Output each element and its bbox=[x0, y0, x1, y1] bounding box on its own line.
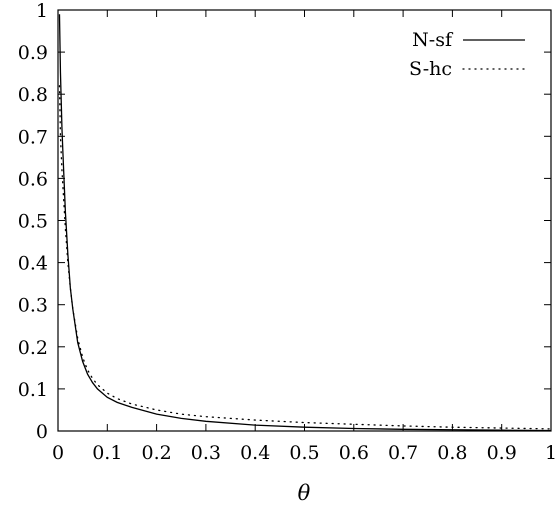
legend: N-sf S-hc bbox=[409, 29, 526, 80]
y-tick-label: 0.9 bbox=[18, 42, 48, 64]
x-tick-label: 0.4 bbox=[240, 442, 270, 464]
y-tick-label: 1 bbox=[36, 0, 48, 22]
legend-label: S-hc bbox=[409, 58, 452, 80]
y-tick-label: 0.2 bbox=[18, 337, 48, 359]
y-tick-label: 0.4 bbox=[18, 253, 48, 275]
y-tick-label: 0.5 bbox=[18, 211, 48, 233]
x-tick-label: 0.2 bbox=[141, 442, 171, 464]
x-tick-label: 0.8 bbox=[437, 442, 467, 464]
x-tick-label: 0.3 bbox=[191, 442, 221, 464]
x-tick-label: 0.6 bbox=[339, 442, 369, 464]
y-tick-label: 0.3 bbox=[18, 295, 48, 317]
legend-label: N-sf bbox=[412, 29, 454, 51]
series-line-s-hc bbox=[58, 85, 552, 430]
y-tick-label: 0.8 bbox=[18, 84, 48, 106]
y-tick-label: 0.1 bbox=[18, 379, 48, 401]
x-tick-label: 0.5 bbox=[289, 442, 319, 464]
x-axis-label: θ bbox=[298, 481, 311, 505]
x-tick-label: 0.7 bbox=[388, 442, 418, 464]
x-axis-ticks: 0 0.1 0.2 0.3 0.4 0.5 0.6 0.7 0.8 0.9 1 bbox=[52, 10, 556, 464]
x-tick-label: 0.1 bbox=[92, 442, 122, 464]
x-tick-label: 0.9 bbox=[487, 442, 517, 464]
x-tick-label: 0 bbox=[52, 442, 64, 464]
x-tick-label: 1 bbox=[545, 442, 556, 464]
series-layer bbox=[58, 14, 552, 432]
y-axis-ticks: 0 0.1 0.2 0.3 0.4 0.5 0.6 0.7 0.8 0.9 1 bbox=[18, 0, 551, 443]
y-tick-label: 0.7 bbox=[18, 126, 48, 148]
series-line-n-sf bbox=[58, 14, 552, 432]
y-tick-label: 0 bbox=[36, 421, 48, 443]
y-tick-label: 0.6 bbox=[18, 168, 48, 190]
